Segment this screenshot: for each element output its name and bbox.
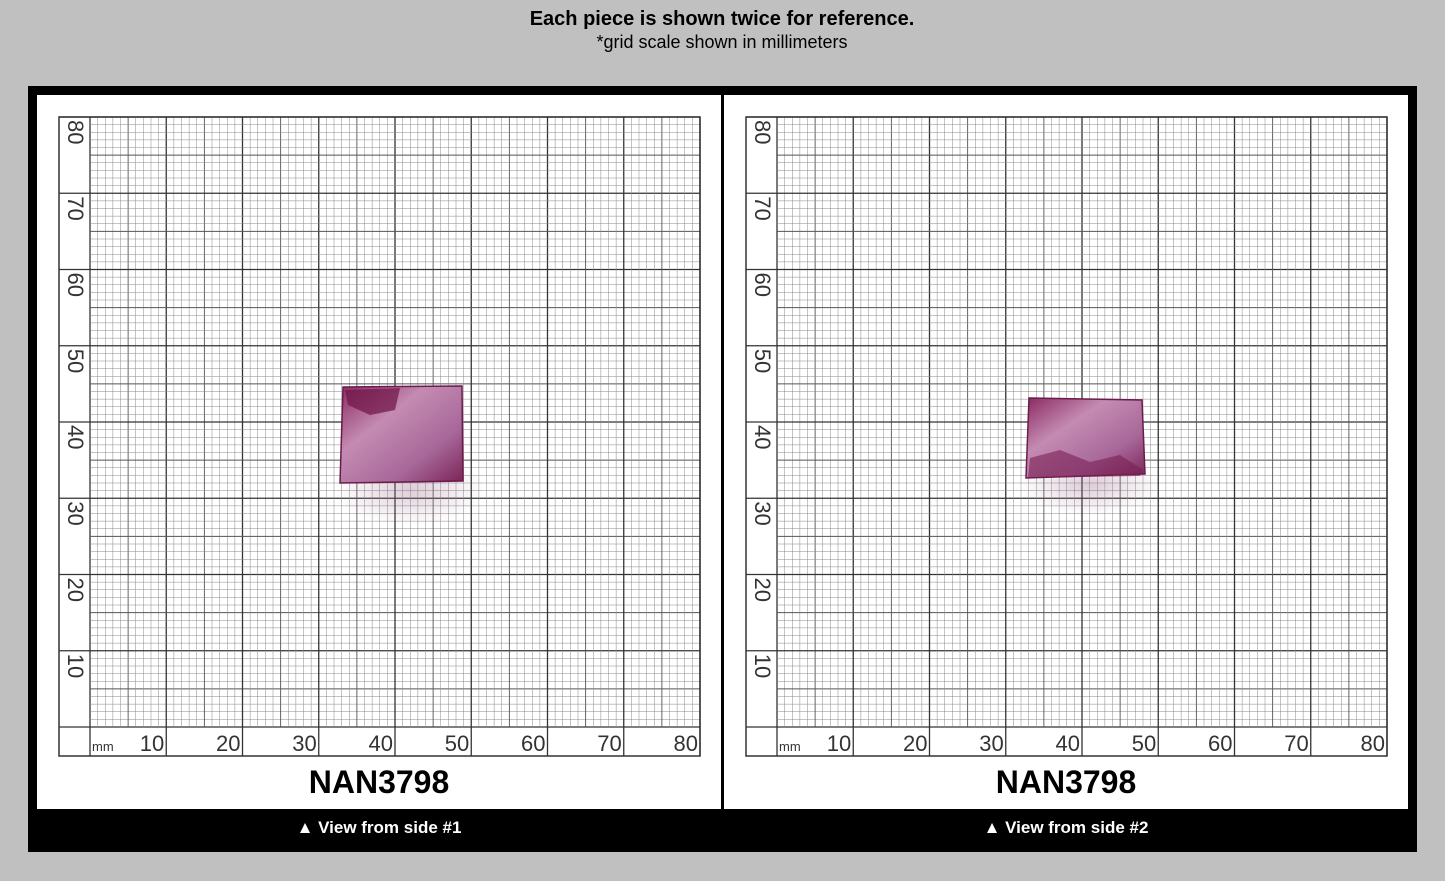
x-scale-label: 40	[1056, 731, 1080, 756]
x-scale-label: 50	[1132, 731, 1156, 756]
x-scale-label: 50	[445, 731, 469, 756]
grid-border	[58, 116, 701, 757]
y-scale-label: 40	[750, 425, 775, 449]
caption: ▲ View from side #2	[984, 818, 1149, 837]
y-scale-label: 60	[63, 273, 88, 297]
y-scale-label: 70	[63, 196, 88, 220]
unit-label: mm	[779, 739, 801, 754]
specimen-facet	[1028, 450, 1143, 478]
panel-label: NAN3798	[309, 764, 450, 800]
x-scale-label: 10	[140, 731, 164, 756]
y-scale-label: 30	[63, 501, 88, 525]
y-scale-label: 40	[63, 425, 88, 449]
grid-border	[745, 116, 1388, 757]
x-scale-label: 30	[292, 731, 316, 756]
x-scale-label: 20	[216, 731, 240, 756]
grid-panel: mm 10 10 20 20 30 30 40 40 50 50 60 60 70 70 80 80	[745, 116, 1388, 757]
y-scale-label: 20	[750, 578, 775, 602]
unit-label: mm	[92, 739, 114, 754]
x-scale-label: 60	[521, 731, 545, 756]
y-scale-label: 50	[750, 349, 775, 373]
x-scale-label: 60	[1208, 731, 1232, 756]
x-scale-label: 80	[674, 731, 698, 756]
x-scale-label: 10	[827, 731, 851, 756]
panel-label: NAN3798	[996, 764, 1137, 800]
x-scale-label: 70	[1284, 731, 1308, 756]
y-scale-label: 70	[750, 196, 775, 220]
y-scale-label: 10	[750, 654, 775, 678]
y-scale-label: 60	[750, 273, 775, 297]
x-scale-label: 80	[1361, 731, 1385, 756]
y-scale-label: 50	[63, 349, 88, 373]
title: Each piece is shown twice for reference.	[530, 8, 915, 30]
subtitle: *grid scale shown in millimeters	[596, 32, 847, 52]
y-scale-label: 10	[63, 654, 88, 678]
specimen-facet	[345, 388, 400, 415]
x-scale-label: 70	[597, 731, 621, 756]
x-scale-label: 20	[903, 731, 927, 756]
y-scale-label: 80	[750, 120, 775, 144]
y-scale-label: 30	[750, 501, 775, 525]
y-scale-label: 20	[63, 578, 88, 602]
y-scale-label: 80	[63, 120, 88, 144]
x-scale-label: 30	[979, 731, 1003, 756]
x-scale-label: 40	[369, 731, 393, 756]
caption: ▲ View from side #1	[297, 818, 462, 837]
